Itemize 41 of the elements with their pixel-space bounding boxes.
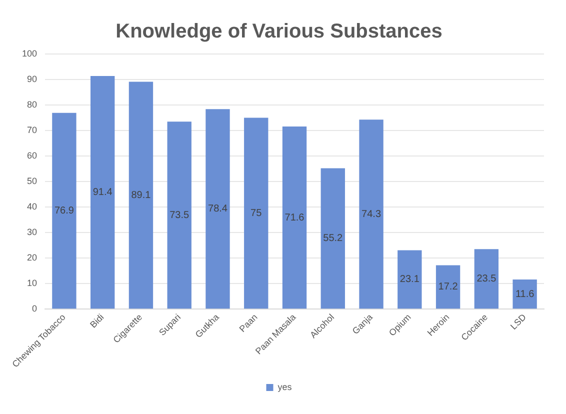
y-tick-label: 0 <box>32 304 38 314</box>
y-tick-label: 50 <box>27 176 38 186</box>
bar <box>206 109 230 309</box>
y-tick-label: 60 <box>27 150 38 161</box>
y-tick-label: 20 <box>27 252 38 263</box>
data-label: 78.4 <box>208 204 228 215</box>
data-label: 73.5 <box>170 210 190 221</box>
x-tick-label: LSD <box>508 312 528 332</box>
data-label: 71.6 <box>284 212 305 224</box>
bar <box>398 250 422 309</box>
bar <box>167 122 192 309</box>
bar <box>474 249 499 309</box>
y-tick-label: 70 <box>27 125 38 136</box>
data-label: 11.6 <box>515 288 535 300</box>
y-tick-label: 30 <box>27 227 38 238</box>
chart-title: Knowledge of Various Substances <box>116 20 442 43</box>
bar <box>436 265 460 309</box>
bar <box>320 168 345 309</box>
bar <box>244 118 268 309</box>
y-tick-label: 10 <box>27 278 38 288</box>
data-label: 75 <box>250 208 262 219</box>
bar <box>282 126 307 309</box>
y-tick-label: 80 <box>27 100 38 110</box>
x-tick-label: Bidi <box>88 312 106 330</box>
data-label: 23.5 <box>476 274 497 285</box>
data-label: 55.2 <box>323 233 344 244</box>
data-label: 76.9 <box>54 206 74 217</box>
bar <box>90 76 115 309</box>
y-tick-label: 90 <box>27 74 38 84</box>
data-label: 89.1 <box>131 190 152 201</box>
legend-label: yes <box>278 382 292 392</box>
bar <box>359 120 384 309</box>
data-label: 91.4 <box>92 187 113 198</box>
data-label: 17.2 <box>438 282 458 293</box>
data-label: 74.3 <box>362 208 382 220</box>
bar <box>512 280 537 309</box>
bar <box>52 112 76 309</box>
bar <box>128 82 154 309</box>
y-tick-label: 40 <box>27 202 38 212</box>
y-tick-label: 100 <box>22 48 38 58</box>
data-label: 23.1 <box>400 274 420 286</box>
